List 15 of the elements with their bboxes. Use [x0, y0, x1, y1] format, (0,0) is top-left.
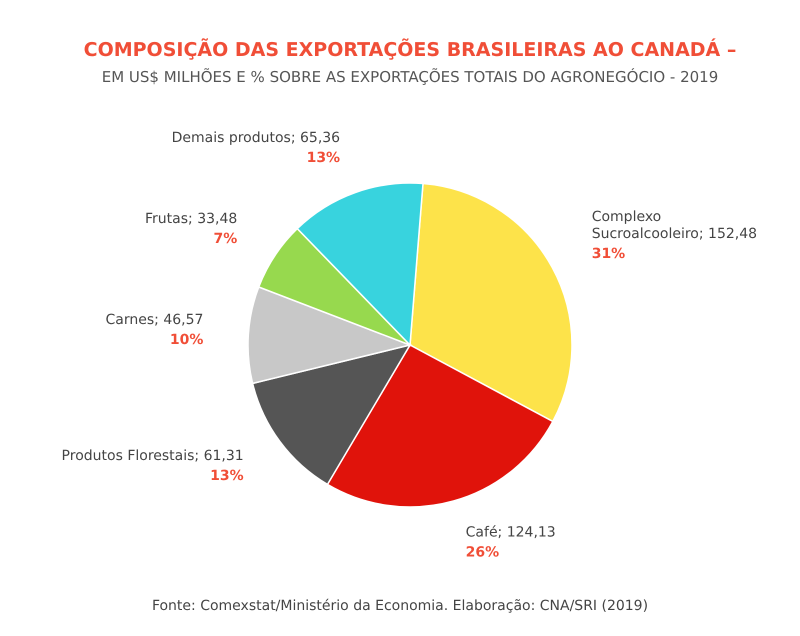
source-note: Fonte: Comexstat/Ministério da Economia. Elaboração: CNA/SRI (2019) [152, 598, 648, 614]
slice-label: Produtos Florestais; 61,31 [62, 448, 244, 464]
chart-title: COMPOSIÇÃO DAS EXPORTAÇÕES BRASILEIRAS AO CANADÁ – [84, 38, 736, 61]
slice-label: Carnes; 46,57 [106, 312, 204, 328]
text: 13% [210, 468, 244, 484]
text: 26% [466, 544, 500, 560]
slice-label: Frutas; 33,48 [145, 210, 238, 227]
slice-label: Complexo Sucroalcooleiro; 152,48 [592, 208, 758, 242]
text: 10% [170, 332, 204, 348]
text: 31% [592, 246, 626, 262]
chart-subtitle: EM US$ MILHÕES E % SOBRE AS EXPORTAÇÕES TOTAIS DO AGRONEGÓCIO - 2019 [102, 68, 718, 86]
slice-label: Café; 124,13 [466, 524, 556, 540]
text: 7% [214, 230, 238, 247]
slice-label: Demais produtos; 65,36 [172, 130, 340, 146]
text: 13% [306, 150, 340, 166]
